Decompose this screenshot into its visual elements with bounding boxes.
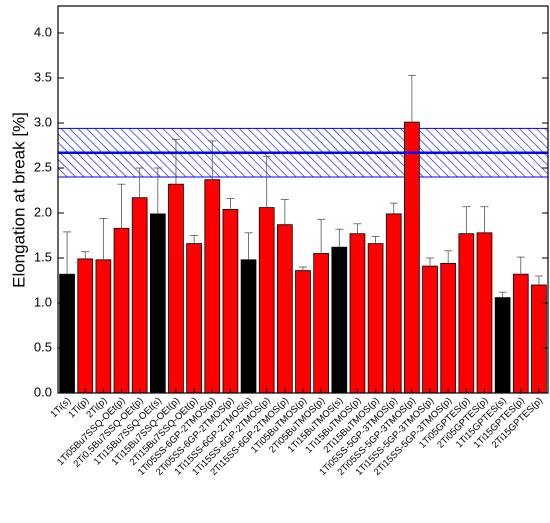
- bar: [204, 179, 221, 394]
- bar: [367, 243, 384, 394]
- y-tick-label: 3.0: [34, 114, 52, 129]
- bar: [531, 284, 547, 394]
- y-tick-label: 2.5: [34, 159, 52, 174]
- bar: [186, 243, 202, 394]
- bar: [512, 273, 529, 394]
- y-tick-label: 0.5: [34, 339, 52, 354]
- bar: [476, 232, 493, 394]
- bar: [131, 197, 148, 394]
- bar: [349, 233, 366, 394]
- y-tick-label: 3.5: [34, 69, 52, 84]
- bar: [385, 213, 402, 394]
- y-axis-label: Elongation at break [%]: [9, 112, 28, 288]
- bar: [222, 208, 239, 394]
- bar: [295, 270, 311, 394]
- y-tick-label: 1.5: [34, 249, 52, 264]
- bar: [494, 297, 511, 394]
- bar: [458, 233, 475, 394]
- bar: [258, 207, 275, 394]
- y-tick-label: 0.0: [34, 384, 52, 399]
- y-tick-label: 1.0: [34, 294, 52, 309]
- bar: [77, 258, 94, 394]
- bar: [422, 265, 438, 394]
- bar: [113, 227, 130, 394]
- bar: [404, 121, 420, 394]
- y-tick-label: 4.0: [34, 24, 52, 39]
- bar: [313, 253, 329, 394]
- bar: [95, 259, 112, 394]
- plot-frame: [57, 5, 549, 394]
- bar: [440, 262, 457, 394]
- bar: [149, 213, 166, 394]
- bar: [168, 183, 184, 394]
- bar: [331, 246, 348, 394]
- bar: [240, 259, 257, 394]
- bar: [59, 273, 75, 394]
- bar: [277, 224, 293, 394]
- y-tick-label: 2.0: [34, 204, 52, 219]
